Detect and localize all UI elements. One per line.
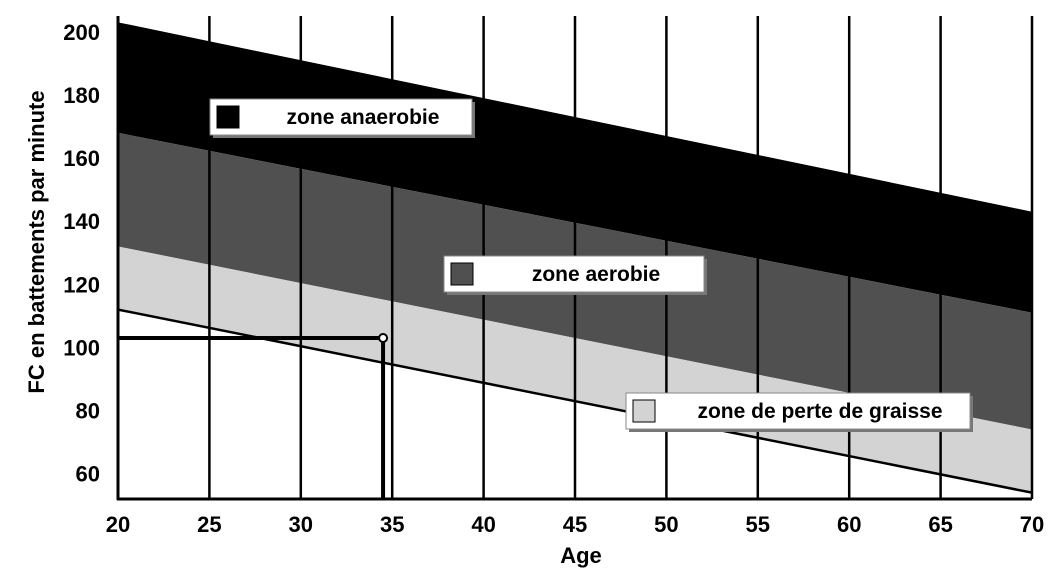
y-tick-label-100: 100	[63, 335, 100, 360]
x-tick-label-40: 40	[471, 512, 495, 537]
y-tick-label-60: 60	[76, 462, 100, 487]
y-tick-label-180: 180	[63, 83, 100, 108]
x-tick-label-50: 50	[654, 512, 678, 537]
x-tick-labels: 20 25 30 35 40 45 50 55 60 65 70	[106, 512, 1044, 537]
legend-item-zone-aerobie: zone aerobie	[443, 255, 707, 295]
x-tick-label-70: 70	[1020, 512, 1044, 537]
y-axis-title: FC en battements par minute	[24, 90, 49, 393]
x-tick-label-55: 55	[746, 512, 770, 537]
reference-point-marker	[378, 333, 389, 343]
legend-boxes: zone anaerobie zone aerobie zone de perte …	[209, 98, 973, 432]
y-tick-label-160: 160	[63, 146, 100, 171]
legend-swatch	[450, 262, 474, 286]
x-tick-label-25: 25	[197, 512, 221, 537]
legend-label: zone de perte de graisse	[697, 400, 942, 423]
x-tick-label-20: 20	[106, 512, 130, 537]
legend-box	[209, 98, 473, 136]
legend-item-zone-anaerobie: zone anaerobie	[209, 98, 475, 138]
y-tick-labels: 60 80 100 120 140 160 180 200	[63, 20, 100, 487]
y-tick-label-200: 200	[63, 20, 100, 45]
reference-lines	[118, 333, 389, 499]
y-tick-label-140: 140	[63, 209, 100, 234]
legend-swatch	[216, 105, 240, 129]
legend-box	[443, 255, 705, 293]
x-tick-label-65: 65	[928, 512, 952, 537]
legend-label: zone anaerobie	[287, 106, 440, 129]
legend-swatch	[632, 399, 656, 423]
x-axis-title: Age	[560, 543, 602, 568]
y-tick-label-120: 120	[63, 272, 100, 297]
x-tick-label-60: 60	[837, 512, 861, 537]
x-tick-label-45: 45	[563, 512, 587, 537]
legend-box	[625, 392, 971, 430]
legend-item-zone-de-perte-de-graisse: zone de perte de graisse	[625, 392, 973, 432]
axes	[116, 16, 1032, 501]
y-tick-label-80: 80	[76, 399, 100, 424]
x-tick-label-30: 30	[289, 512, 313, 537]
legend-label: zone aerobie	[532, 263, 660, 286]
x-tick-label-35: 35	[380, 512, 404, 537]
